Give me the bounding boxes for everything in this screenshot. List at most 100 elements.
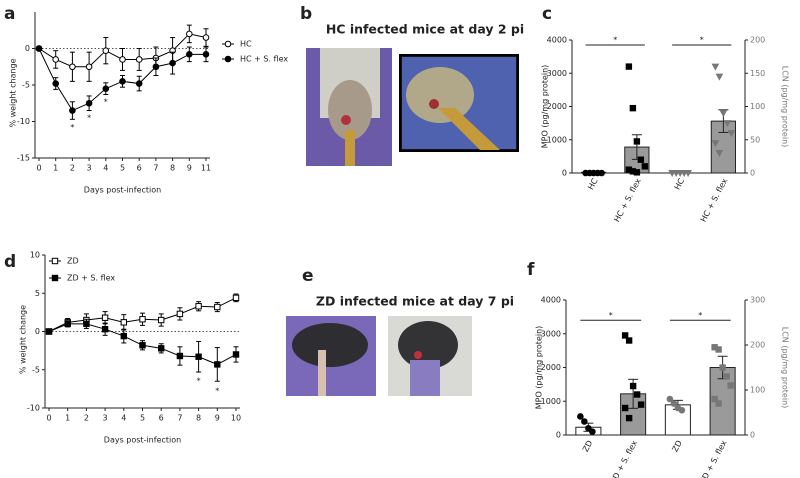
x-tick-label: 8 [170, 164, 175, 173]
data-point [598, 169, 605, 177]
point [85, 99, 93, 107]
data-point [666, 395, 674, 403]
y2-tick-label: 200 [750, 341, 765, 350]
point [169, 59, 176, 67]
point [64, 320, 71, 328]
point [176, 310, 184, 318]
point [202, 51, 210, 58]
point [45, 328, 53, 335]
y2-tick-label: 300 [750, 296, 765, 305]
data-point [637, 401, 645, 408]
point [101, 326, 109, 333]
point [52, 80, 60, 87]
point [69, 63, 76, 71]
x-tick-label: 5 [120, 164, 125, 173]
y-tick-label: 2000 [547, 102, 567, 111]
legend-label: ZD [67, 257, 79, 266]
significance-label: * [698, 311, 702, 320]
data-point [684, 170, 692, 178]
y-tick-label: -5 [22, 81, 30, 90]
legend-marker [51, 257, 59, 265]
panel-letter: c [542, 4, 552, 24]
y-axis-label: % weight change [19, 305, 28, 374]
data-point [727, 130, 736, 138]
legend-marker [224, 55, 232, 63]
y-tick-label: 4000 [541, 296, 561, 305]
x-tick-label: ZD [581, 439, 594, 454]
annotation: * [104, 97, 108, 106]
data-point [629, 104, 637, 112]
data-point [633, 169, 641, 176]
x-tick-label: 0 [46, 414, 51, 423]
point [119, 78, 126, 85]
x-tick-label: 10 [231, 414, 241, 423]
y2-tick-label: 50 [750, 135, 760, 144]
panel-title: ZD infected mice at day 7 pi [316, 294, 514, 309]
point [139, 316, 146, 323]
significance-label: * [613, 35, 617, 44]
x-tick-label: 2 [84, 414, 89, 423]
data-point [719, 110, 728, 118]
legend-label: ZD + S. flex [67, 274, 115, 283]
data-point [678, 406, 686, 414]
y-tick-label: 5 [35, 289, 40, 298]
panel-title: HC infected mice at day 2 pi [326, 22, 524, 37]
y-tick-label: -5 [32, 365, 40, 374]
legend-marker [224, 40, 232, 48]
photo-e2 [388, 316, 472, 396]
point [232, 351, 240, 358]
data-point [621, 332, 629, 339]
point [158, 316, 165, 324]
x-axis-label: Days post-infection [104, 436, 181, 445]
data-point [727, 382, 734, 389]
x-tick-label: 3 [87, 164, 92, 173]
y-axis-label: % weight change [9, 58, 18, 127]
x-tick-label: 7 [153, 164, 158, 173]
y-tick-label: -10 [27, 404, 40, 413]
point [102, 47, 110, 54]
y2-tick-label: 200 [750, 36, 765, 45]
y-tick-label: 10 [30, 251, 40, 260]
y-tick-label: -10 [17, 117, 30, 126]
point [101, 314, 109, 321]
y2-tick-label: 0 [750, 169, 755, 178]
data-point [711, 140, 720, 148]
y-tick-label: 4000 [547, 36, 567, 45]
x-tick-label: 4 [103, 164, 108, 173]
y-axis-label: MPO (pg/mg protein) [535, 326, 544, 410]
point [214, 361, 221, 368]
data-point [715, 400, 722, 407]
data-point [581, 418, 588, 425]
data-point [719, 364, 726, 371]
x-tick-label: 1 [65, 414, 70, 423]
point [119, 56, 126, 63]
significance-label: * [700, 35, 704, 44]
data-point [633, 138, 641, 145]
data-point [625, 414, 633, 422]
point [120, 319, 127, 326]
x-tick-label: 6 [137, 164, 142, 173]
legend-marker [51, 274, 59, 282]
legend-label: HC + S. flex [240, 55, 288, 64]
data-point [621, 404, 629, 412]
photo-b2 [399, 54, 519, 152]
x-tick-label: HC [586, 177, 600, 192]
data-point [670, 400, 678, 407]
panel-letter: b [300, 4, 312, 24]
x-tick-label: ZD + S. flex [698, 439, 729, 478]
point [69, 107, 76, 114]
x-tick-label: 5 [140, 414, 145, 423]
point [176, 352, 184, 360]
x-tick-label: ZD + S. flex [609, 439, 640, 478]
x-tick-label: 3 [103, 414, 108, 423]
annotation: * [70, 123, 74, 132]
panel-letter: e [302, 266, 314, 286]
y-tick-label: 1000 [541, 397, 561, 406]
y-tick-label: 0 [562, 169, 567, 178]
x-axis-label: Days post-infection [84, 186, 161, 195]
y2-tick-label: 0 [750, 431, 755, 440]
x-tick-label: HC + S. flex [612, 177, 643, 224]
point [195, 353, 202, 360]
data-point [629, 382, 637, 390]
